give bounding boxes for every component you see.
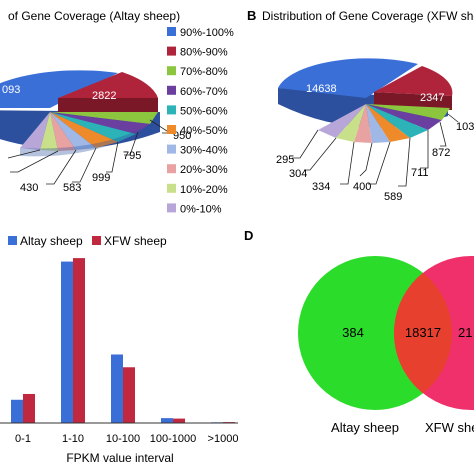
legend-swatch-altay	[8, 236, 17, 245]
pie-a-label-583: 583	[63, 182, 81, 194]
venn-right-only: 21	[458, 325, 472, 340]
pie-a-slice-80-90-side	[58, 98, 158, 112]
venn-overlap	[394, 256, 452, 410]
legend-label-8: 10%-20%	[180, 184, 228, 196]
pie-b-slice-0-10	[318, 104, 366, 138]
venn-left-only: 384	[342, 325, 364, 340]
pie-b-label-1034: 1034	[456, 121, 474, 133]
pie-b-label-295: 295	[276, 154, 294, 166]
pie-a-slice-70-80	[50, 112, 158, 124]
legend-swatch-5	[167, 125, 176, 134]
panel-b-letter: B	[247, 8, 256, 23]
pie-b-label-589: 589	[384, 191, 402, 203]
pie-b-label-400: 400	[353, 181, 371, 193]
legend-label-9: 0%-10%	[180, 203, 222, 215]
legend-swatch-3	[167, 85, 176, 95]
legend-label-3: 60%-70%	[180, 86, 228, 98]
panel-d: D 384 18317 21 Altay sheep XFW sheep	[244, 228, 474, 435]
venn-label-xfw: XFW sheep	[425, 420, 474, 435]
pie-b-slice-20-30	[354, 104, 372, 143]
pie-b-label-304: 304	[289, 168, 307, 180]
panel-b: B Distribution of Gene Coverage (XFW she…	[247, 8, 474, 203]
x-tick-3: 100-1000	[150, 433, 197, 445]
bar-xfw-2	[123, 367, 135, 423]
pie-b-slice-40-50	[366, 104, 410, 142]
pie-b-slice-60-70	[366, 104, 442, 130]
pie-b-label-872: 872	[432, 147, 450, 159]
pie-a-legend: 90%-100% 80%-90% 70%-80% 60%-70% 50%-60% 40%-…	[167, 27, 234, 215]
pie-a-slice-60-70	[50, 112, 150, 134]
pie-a-slice-0-10	[20, 112, 50, 150]
pie-a-label-2822: 2822	[92, 90, 116, 102]
legend-label-4: 50%-60%	[180, 105, 228, 117]
venn-label-altay: Altay sheep	[331, 420, 399, 435]
bar-altay-1	[61, 261, 73, 423]
legend-swatch-8	[167, 183, 176, 193]
pie-b-leaders	[292, 113, 459, 187]
pie-b-slice-50-60	[366, 104, 428, 138]
legend-swatch-7	[167, 164, 176, 174]
bar-xfw-3	[173, 418, 185, 423]
pie-b-slice-70-80	[366, 104, 450, 120]
pie-a-slice-30-40	[50, 112, 96, 150]
pie-a-title: of Gene Coverage (Altay sheep)	[8, 9, 180, 23]
pie-b-slice-90-100	[278, 58, 418, 98]
pie-a-label-430: 430	[20, 182, 38, 194]
bar-plot	[11, 258, 235, 423]
pie-b-title: Distribution of Gene Coverage (XFW sheep	[262, 9, 474, 23]
x-tick-4: >1000	[208, 433, 239, 445]
pie-a-slice-90-100	[0, 70, 118, 108]
legend-label-altay: Altay sheep	[20, 234, 83, 248]
bar-altay-0	[11, 399, 23, 423]
panel-d-letter: D	[244, 228, 253, 243]
pie-b-label-711: 711	[411, 167, 429, 179]
legend-swatch-1	[167, 46, 176, 56]
pie-a-slice-40-50	[50, 112, 118, 148]
pie-b-slice-80-90	[374, 66, 453, 96]
pie-a-label-big: 093	[2, 84, 20, 96]
panel-a: of Gene Coverage (Altay sheep) 093 2822	[0, 9, 191, 194]
pie-a-slice-10-20	[40, 112, 58, 151]
bar-xfw-0	[23, 393, 35, 423]
legend-label-6: 30%-40%	[180, 145, 228, 157]
pie-b-label-14638: 14638	[306, 83, 337, 95]
pie-a-slice-80-90	[58, 72, 158, 98]
bar-altay-3	[161, 418, 173, 423]
pie-a-label-950: 950	[173, 130, 191, 142]
x-tick-2: 10-100	[106, 433, 140, 445]
legend-swatch-6	[167, 144, 176, 154]
legend-swatch-0	[167, 27, 176, 36]
pie-a-label-795: 795	[123, 150, 141, 162]
x-tick-0: 0-1	[15, 433, 31, 445]
pie-b-label-2347: 2347	[420, 92, 444, 104]
bar-xfw-1	[73, 258, 85, 423]
pie-a	[0, 70, 160, 157]
legend-label-5: 40%-50%	[180, 125, 228, 137]
legend-label-0: 90%-100%	[180, 27, 234, 39]
pie-a-label-999: 999	[92, 172, 110, 184]
legend-label-7: 20%-30%	[180, 164, 228, 176]
x-tick-1: 1-10	[62, 433, 84, 445]
legend-swatch-4	[167, 105, 176, 115]
x-axis-title: FPKM value interval	[66, 451, 173, 465]
legend-label-2: 70%-80%	[180, 66, 228, 78]
legend-label-1: 80%-90%	[180, 47, 228, 59]
pie-b-slice-10-20	[336, 104, 366, 142]
panel-c: Altay sheep XFW sheep 0-1 1-10 10-100 100-1…	[0, 234, 238, 465]
bar-altay-2	[111, 354, 123, 423]
legend-swatch-9	[167, 203, 176, 213]
legend-label-xfw: XFW sheep	[104, 234, 167, 248]
pie-a-slice-50-60	[50, 112, 136, 142]
pie-b-slice-30-40	[366, 104, 390, 143]
pie-b-label-334: 334	[312, 181, 330, 193]
legend-swatch-2	[167, 66, 176, 76]
pie-b	[278, 58, 453, 143]
venn-both: 18317	[405, 325, 441, 340]
pie-a-slice-20-30	[50, 112, 76, 151]
x-tick-labels: 0-1 1-10 10-100 100-1000 >1000	[15, 433, 238, 445]
legend-swatch-xfw	[92, 236, 101, 245]
